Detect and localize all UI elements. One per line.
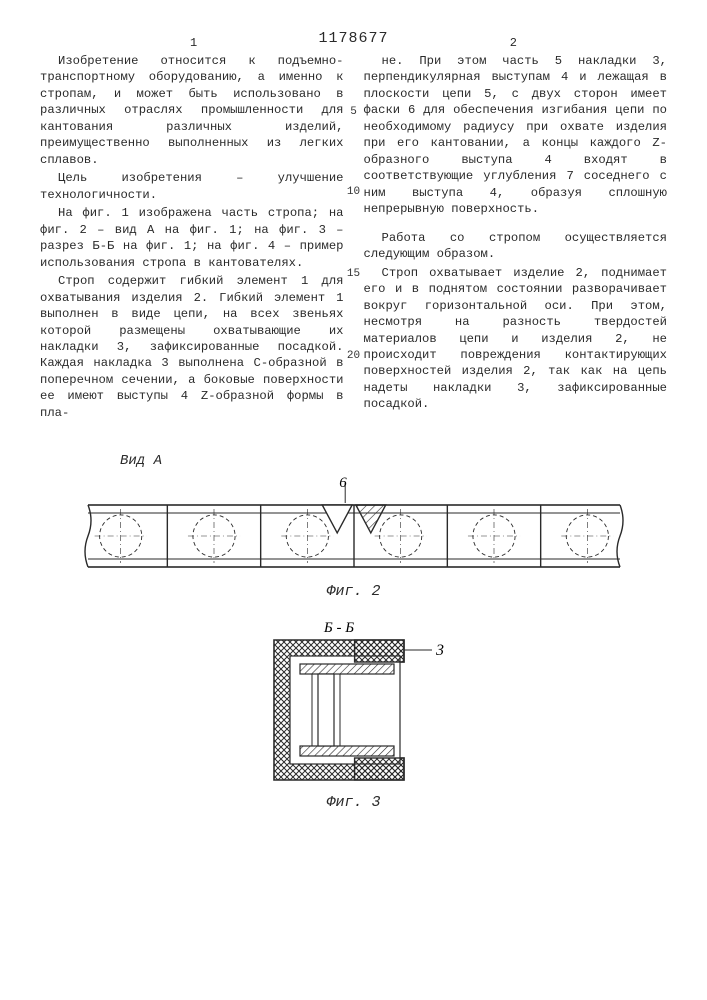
column-1-marker: 1 bbox=[190, 35, 197, 51]
para-r3: Строп охватывает изделие 2, поднимает ег… bbox=[364, 265, 668, 413]
fig3-caption: Фиг. 3 bbox=[40, 794, 667, 811]
svg-text:6: 6 bbox=[339, 475, 347, 491]
document-number: 1178677 bbox=[40, 30, 667, 47]
column-2-marker: 2 bbox=[510, 35, 517, 51]
line-number-20: 20 bbox=[347, 349, 360, 364]
svg-text:3: 3 bbox=[435, 642, 444, 659]
para-l4: Строп содержит гибкий элемент 1 для охва… bbox=[40, 273, 344, 421]
column-left: Изобретение относится к подъемно-транспо… bbox=[40, 53, 344, 423]
fig2-view-label: Вид А bbox=[120, 453, 667, 469]
fig2-caption: Фиг. 2 bbox=[40, 583, 667, 600]
line-number-10: 10 bbox=[347, 185, 360, 200]
column-right: не. При этом часть 5 накладки 3, перпенд… bbox=[364, 53, 668, 423]
text-columns: 1 2 5 10 15 20 Изобретение относится к п… bbox=[40, 53, 667, 423]
para-l2: Цель изобретения – улучшение технологичн… bbox=[40, 170, 344, 203]
figure-3: Б - Б 3 bbox=[40, 618, 667, 788]
para-r1: не. При этом часть 5 накладки 3, перпенд… bbox=[364, 53, 668, 218]
figure-2: 6 bbox=[40, 475, 667, 577]
line-number-15: 15 bbox=[347, 267, 360, 282]
para-r2: Работа со стропом осуществляется следующ… bbox=[364, 230, 668, 263]
para-l1: Изобретение относится к подъемно-транспо… bbox=[40, 53, 344, 168]
para-l3: На фиг. 1 изображена часть стропа; на фи… bbox=[40, 205, 344, 271]
svg-text:Б - Б: Б - Б bbox=[322, 620, 353, 636]
line-number-5: 5 bbox=[350, 105, 357, 120]
